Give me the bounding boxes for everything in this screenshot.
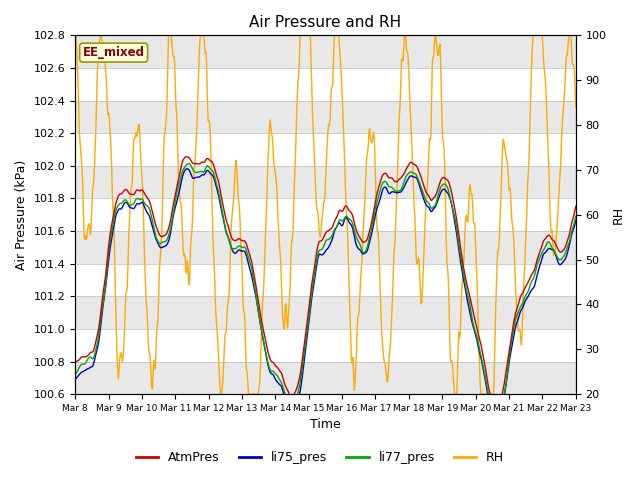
Title: Air Pressure and RH: Air Pressure and RH bbox=[250, 15, 401, 30]
Bar bbox=[75, 231, 576, 264]
Bar bbox=[75, 166, 576, 198]
X-axis label: Time: Time bbox=[310, 419, 341, 432]
Y-axis label: Air Pressure (kPa): Air Pressure (kPa) bbox=[15, 160, 28, 270]
Bar bbox=[75, 361, 576, 394]
Bar bbox=[75, 36, 576, 68]
Legend: AtmPres, li75_pres, li77_pres, RH: AtmPres, li75_pres, li77_pres, RH bbox=[131, 446, 509, 469]
Text: EE_mixed: EE_mixed bbox=[83, 46, 145, 59]
Bar bbox=[75, 101, 576, 133]
Y-axis label: RH: RH bbox=[612, 205, 625, 224]
Bar bbox=[75, 296, 576, 329]
